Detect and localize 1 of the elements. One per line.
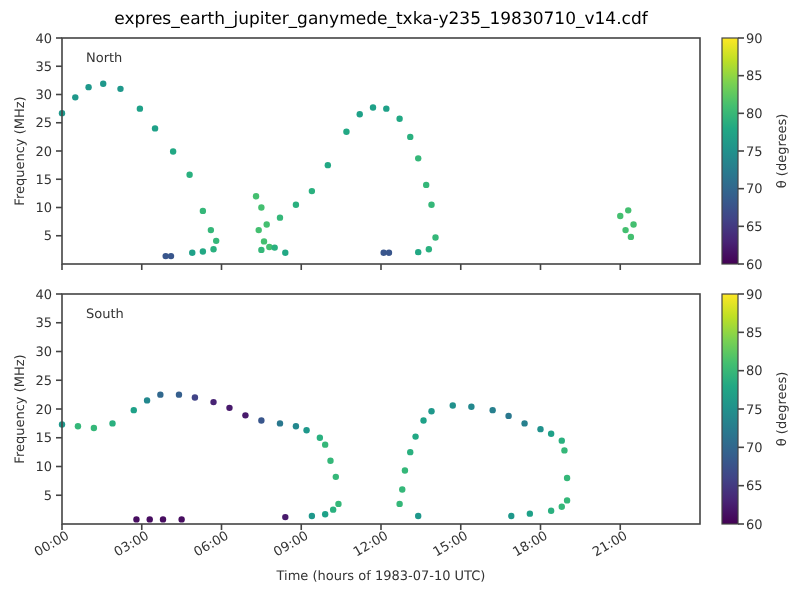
chart-title: expres_earth_jupiter_ganymede_txka-y235_19830710_v14.cdf <box>114 10 650 30</box>
